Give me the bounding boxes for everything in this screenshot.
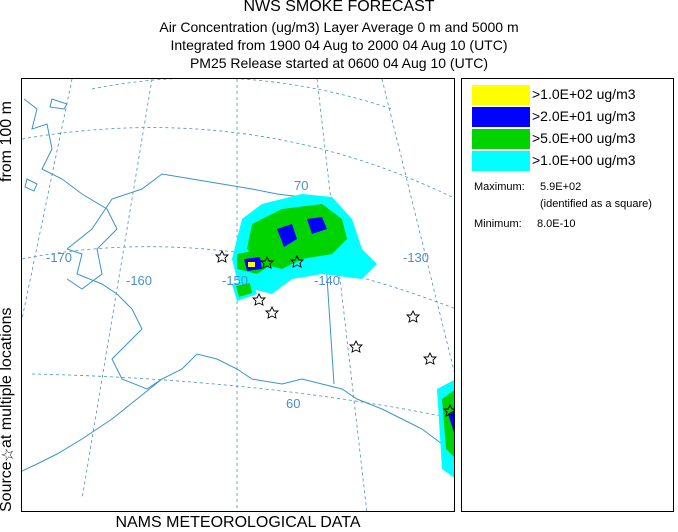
gulf-coast: [321, 383, 454, 458]
source-star-icon: [264, 305, 280, 319]
legend-swatch: [472, 107, 530, 127]
bering-isle: [24, 178, 38, 192]
plume-blue-1: [277, 224, 297, 247]
meridian-170: [22, 79, 73, 320]
plume-green-south: [236, 283, 252, 297]
source-markers: [214, 249, 454, 417]
russia-coast: [23, 98, 118, 290]
map-svg: -170 -160 -150 -140 -130 70 60: [22, 79, 454, 511]
legend-label: >1.0E+02 ug/m3: [532, 86, 636, 102]
legend-label: >2.0E+01 ug/m3: [532, 108, 636, 124]
lon-label: -140: [314, 273, 340, 288]
minimum-label: Minimum:: [474, 218, 522, 230]
maximum-note: (identified as a square): [540, 198, 652, 210]
lat-circle-75: [91, 79, 393, 110]
subtitle-concentration: Air Concentration (ug/m3) Layer Average …: [159, 19, 519, 35]
source-star-icon: [422, 351, 438, 365]
lat-circle-60: [31, 373, 454, 420]
lon-label: -160: [126, 273, 152, 288]
legend-label: >5.0E+00 ug/m3: [532, 130, 636, 146]
lat-label: 60: [286, 396, 300, 411]
maximum-label: Maximum:: [474, 181, 525, 193]
source-multiple-label: at multiple locations: [0, 307, 15, 448]
source-star-icon: [348, 339, 364, 353]
alaska-north-coast: [66, 173, 323, 250]
maximum-value: 5.9E+02: [540, 181, 582, 193]
plume-se-blue: [448, 410, 454, 433]
legend-panel: >1.0E+02 ug/m3 >2.0E+01 ug/m3 >5.0E+00 u…: [461, 78, 674, 512]
coastline: [22, 98, 454, 472]
lon-label: -130: [403, 250, 429, 265]
lon-label: -150: [222, 273, 248, 288]
source-star-icon: ☆: [0, 447, 17, 462]
source-star-icon: [289, 254, 305, 268]
lon-label: -170: [46, 250, 72, 265]
legend-swatch: [472, 151, 530, 171]
source-star-icon: [405, 309, 421, 323]
plume-blue-2: [307, 217, 327, 234]
subtitle-release: PM25 Release started at 0600 04 Aug 10 (…: [189, 55, 489, 71]
source-star-icon: [251, 292, 267, 306]
graticule: [22, 79, 454, 511]
source-height-label: from 100 m: [0, 101, 15, 182]
alaska-west-coast: [66, 248, 323, 390]
minimum-value: 8.0E-10: [537, 218, 576, 230]
source-star-icon: [442, 403, 454, 417]
meridian-160: [81, 79, 153, 500]
alaska-peninsula: [22, 378, 163, 472]
legend-label: >1.0E+00 ug/m3: [532, 152, 636, 168]
footer-label: NAMS METEOROLOGICAL DATA: [115, 514, 361, 531]
meridian-130: [381, 79, 454, 373]
map-panel: -170 -160 -150 -140 -130 70 60: [21, 78, 455, 512]
source-star-icon: [214, 249, 230, 263]
source-side-label: Source ☆ at multiple locations from 100 …: [0, 72, 18, 512]
lat-circle-70: [22, 127, 454, 199]
lat-label: 70: [294, 178, 308, 193]
plume-yellow: [248, 262, 255, 267]
smoke-plume: [232, 194, 454, 478]
source-star-icon: [259, 255, 275, 269]
source-label: Source: [0, 461, 15, 512]
legend-swatch: [472, 85, 530, 105]
page-title: NWS SMOKE FORECAST: [243, 0, 435, 15]
meridian-140: [316, 79, 368, 511]
lat-circle-65: [22, 246, 454, 309]
st-lawrence-island: [49, 98, 68, 110]
legend-swatch: [472, 129, 530, 149]
subtitle-integration: Integrated from 1900 04 Aug to 2000 04 A…: [170, 37, 508, 53]
